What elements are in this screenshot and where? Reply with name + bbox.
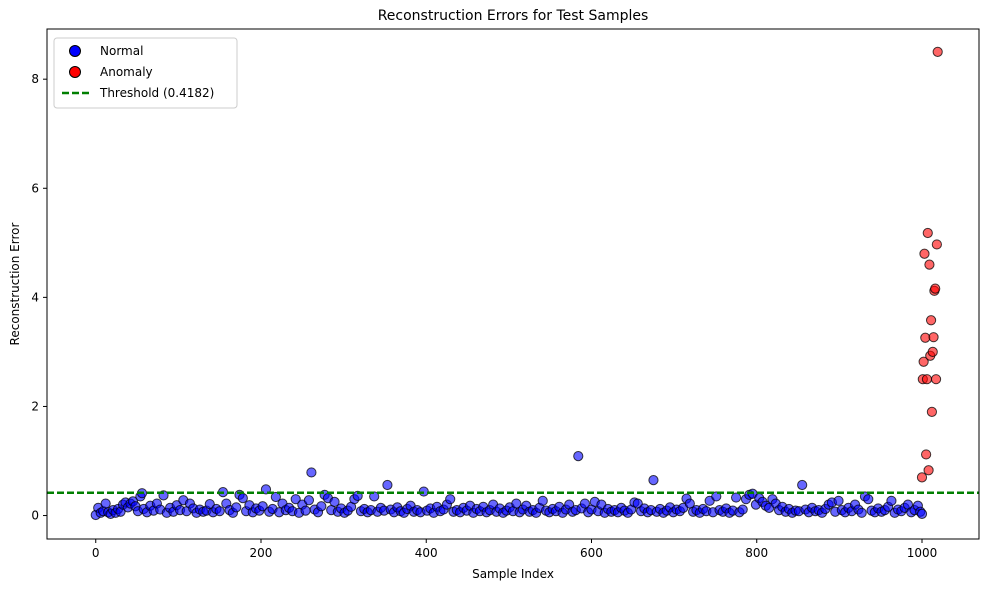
normal-point-90 [369,491,380,502]
normal-point-257 [916,508,928,520]
x-axis-ticks: 0 200 400 600 800 1000 [92,539,937,560]
legend-marker-normal [69,45,81,57]
normal-point-70 [303,495,315,506]
normal-point-94 [382,479,393,491]
anomaly-point-6 [921,374,933,385]
y-tick-label-6: 6 [31,181,39,195]
x-axis-label: Sample Index [472,567,554,581]
normal-point-48 [231,502,242,513]
anomaly-point-5 [921,449,932,460]
x-tick-label-800: 800 [745,546,768,560]
normal-point-113 [445,494,456,505]
anomaly-point-13 [927,346,938,358]
anomaly-point-3 [919,248,930,259]
legend-box [53,37,238,109]
y-tick-label-2: 2 [31,399,39,413]
normal-point-152 [573,450,584,462]
legend-label-anomaly: Anomaly [100,65,153,79]
normal-point-66 [290,494,301,505]
normal-point-71 [306,467,317,478]
points-layer [90,46,943,521]
normal-point-194 [711,491,722,502]
normal-point-240 [863,494,874,505]
normal-point-231 [833,495,844,506]
normal-point-133 [511,498,522,509]
anomaly-point-18 [931,239,942,250]
normal-point-202 [737,504,748,515]
normal-point-60 [270,491,281,503]
normal-point-56 [257,501,268,512]
chart-title: Reconstruction Errors for Test Samples [378,8,649,24]
y-tick-label-4: 4 [31,290,39,304]
y-tick-label-8: 8 [31,72,39,86]
x-tick-label-400: 400 [415,546,438,560]
legend-label-normal: Normal [100,44,143,58]
anomaly-point-14 [928,332,939,343]
plot-frame [46,28,980,540]
normal-point-141 [537,495,548,506]
normal-point-74 [316,501,327,512]
normal-point-154 [579,498,590,509]
anomaly-point-9 [924,259,935,270]
anomaly-point-2 [918,356,929,367]
anomaly-point-11 [925,315,937,326]
y-axis-label: Reconstruction Error [8,223,22,346]
legend: Normal Anomaly Threshold (0.4182) [53,37,238,109]
anomaly-point-16 [930,283,941,294]
x-tick-label-600: 600 [580,546,603,560]
normal-point-200 [730,492,742,503]
normal-point-247 [886,495,897,506]
normal-point-50 [237,492,248,504]
anomaly-point-0 [916,472,928,483]
y-axis-ticks: 0 2 4 6 8 [31,72,47,523]
normal-point-69 [300,505,311,516]
anomaly-point-12 [926,406,938,418]
x-tick-label-1000: 1000 [907,546,938,560]
normal-point-78 [329,496,340,508]
legend-marker-anomaly [69,66,81,78]
anomaly-point-17 [930,374,942,385]
normal-point-4 [100,498,111,509]
y-tick-label-0: 0 [31,509,39,523]
legend-label-threshold: Threshold (0.4182) [99,86,214,100]
normal-point-220 [797,479,808,491]
normal-point-175 [648,474,659,486]
normal-point-238 [856,507,867,518]
normal-point-43 [214,506,225,517]
anomaly-point-8 [923,465,934,476]
x-tick-label-0: 0 [92,546,100,560]
x-tick-label-200: 200 [250,546,273,560]
anomaly-point-19 [932,46,943,58]
anomaly-point-7 [922,227,933,239]
